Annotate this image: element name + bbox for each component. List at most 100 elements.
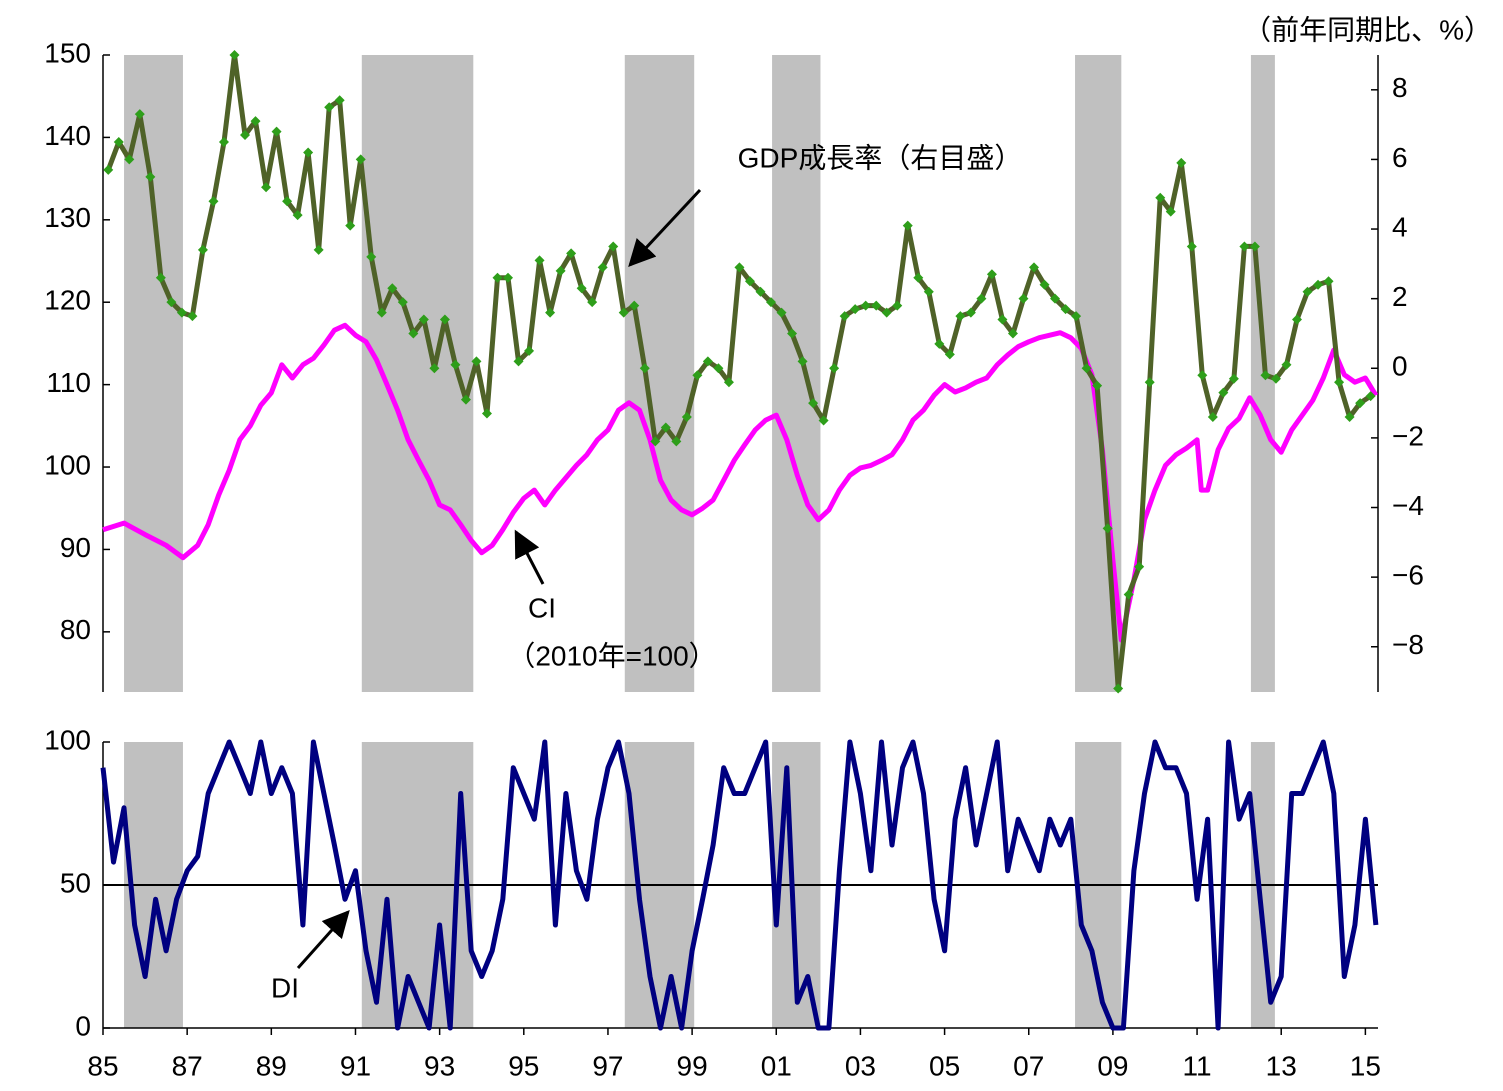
- series-marker: [439, 314, 450, 325]
- y2-tick-label: −2: [1392, 420, 1424, 451]
- y-tick-label: 0: [75, 1010, 91, 1041]
- x-tick-label: 95: [508, 1050, 539, 1081]
- x-tick-label: 85: [87, 1050, 118, 1081]
- y-tick-label: 100: [44, 449, 91, 480]
- series-marker: [240, 130, 251, 141]
- y2-tick-label: 2: [1392, 281, 1408, 312]
- series-line: [100, 739, 1379, 1031]
- x-tick-label: 91: [340, 1050, 371, 1081]
- series-marker: [1176, 157, 1187, 168]
- y-tick-label: 110: [46, 367, 91, 398]
- series-marker: [1123, 589, 1134, 600]
- recession-band: [624, 55, 695, 692]
- x-tick-label: 09: [1097, 1050, 1128, 1081]
- di-label: DI: [271, 972, 299, 1003]
- series-marker: [618, 307, 629, 318]
- series-marker: [1144, 377, 1155, 388]
- series-marker: [271, 126, 282, 137]
- series-marker: [1186, 241, 1197, 252]
- x-tick-label: 99: [677, 1050, 708, 1081]
- y2-tick-label: −6: [1392, 560, 1424, 591]
- series-marker: [355, 154, 366, 165]
- x-tick-label: 15: [1350, 1050, 1381, 1081]
- x-tick-label: 03: [845, 1050, 876, 1081]
- series-marker: [1365, 391, 1376, 402]
- series-marker: [955, 311, 966, 322]
- ci-label: CI: [528, 592, 556, 623]
- y-tick-label: 130: [44, 202, 91, 233]
- series-marker: [766, 297, 777, 308]
- y-tick-label: 50: [60, 867, 91, 898]
- gdp-label: GDP成長率（右目盛）: [738, 142, 1023, 173]
- y-tick-label: 120: [44, 285, 91, 316]
- series-marker: [871, 300, 882, 311]
- series-marker: [334, 95, 345, 106]
- y2-tick-label: 4: [1392, 211, 1408, 242]
- series-marker: [1155, 192, 1166, 203]
- series-marker: [1039, 279, 1050, 290]
- series-marker: [250, 116, 261, 127]
- series-marker: [566, 248, 577, 259]
- series-marker: [1029, 262, 1040, 273]
- series-marker: [1102, 523, 1113, 534]
- series-marker: [913, 272, 924, 283]
- y-tick-label: 80: [60, 614, 91, 645]
- series-marker: [829, 363, 840, 374]
- series-marker: [1134, 561, 1145, 572]
- series-marker: [513, 356, 524, 367]
- series-marker: [608, 241, 619, 252]
- series-marker: [692, 370, 703, 381]
- series-marker: [229, 50, 240, 60]
- series-marker: [303, 147, 314, 158]
- series-marker: [555, 265, 566, 276]
- y-tick-label: 90: [60, 532, 91, 563]
- series-line: [102, 322, 1379, 643]
- series-marker: [1113, 683, 1124, 694]
- y2-tick-label: −4: [1392, 490, 1424, 521]
- series-marker: [997, 314, 1008, 325]
- series-marker: [702, 356, 713, 367]
- series-marker: [134, 109, 145, 120]
- series-marker: [124, 154, 135, 165]
- series-marker: [1270, 373, 1281, 384]
- series-marker: [671, 436, 682, 447]
- recession-band: [772, 55, 821, 692]
- series-marker: [545, 307, 556, 318]
- series-marker: [387, 283, 398, 294]
- series-marker: [481, 408, 492, 419]
- y2-tick-label: −8: [1392, 629, 1424, 660]
- series-marker: [650, 436, 661, 447]
- series-marker: [503, 272, 514, 283]
- series-marker: [944, 349, 955, 360]
- series-marker: [1281, 359, 1292, 370]
- series-marker: [808, 398, 819, 409]
- series-marker: [734, 262, 745, 273]
- series-marker: [755, 286, 766, 297]
- series-marker: [1165, 206, 1176, 217]
- series-marker: [313, 244, 324, 255]
- x-tick-label: 13: [1266, 1050, 1297, 1081]
- y-tick-label: 140: [44, 120, 91, 151]
- x-tick-label: 93: [424, 1050, 455, 1081]
- series-marker: [787, 328, 798, 339]
- series-marker: [1260, 370, 1271, 381]
- y-tick-label: 150: [44, 37, 91, 68]
- series-marker: [1302, 286, 1313, 297]
- series-marker: [1355, 398, 1366, 409]
- series-marker: [1344, 412, 1355, 423]
- series-marker: [408, 328, 419, 339]
- series-marker: [397, 297, 408, 308]
- y2-tick-label: 0: [1392, 351, 1408, 382]
- series-marker: [1323, 276, 1334, 287]
- series-marker: [723, 377, 734, 388]
- x-tick-label: 01: [761, 1050, 792, 1081]
- series-marker: [1313, 279, 1324, 290]
- series-marker: [976, 293, 987, 304]
- series-marker: [850, 304, 861, 315]
- y-tick-label: 100: [44, 724, 91, 755]
- ci-note: （2010年=100）: [507, 640, 716, 671]
- unit-label: （前年同期比、%）: [1243, 14, 1492, 45]
- x-tick-label: 07: [1013, 1050, 1044, 1081]
- series-marker: [292, 210, 303, 221]
